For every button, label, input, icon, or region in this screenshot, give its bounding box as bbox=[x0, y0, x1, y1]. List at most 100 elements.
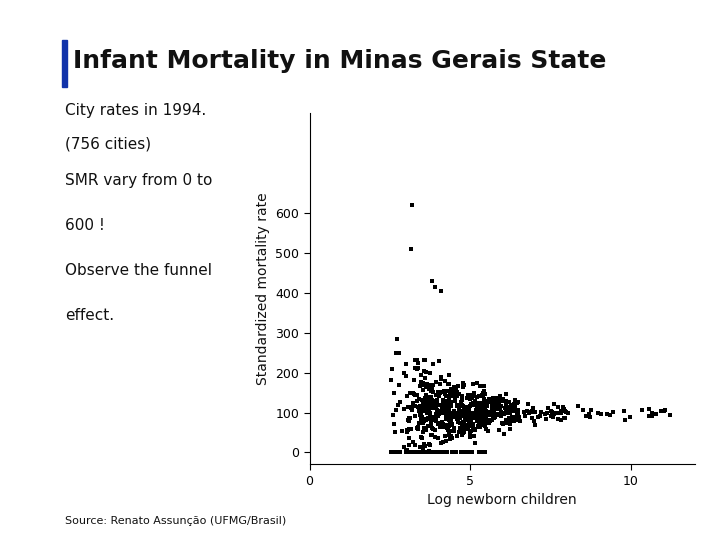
Point bbox=[464, 395, 475, 404]
Point bbox=[449, 383, 461, 392]
Point bbox=[501, 404, 513, 413]
Point bbox=[440, 387, 451, 395]
Point bbox=[560, 408, 572, 417]
Point bbox=[479, 387, 490, 395]
Point bbox=[464, 409, 475, 418]
Point bbox=[625, 413, 636, 422]
Point bbox=[423, 414, 434, 422]
Point bbox=[402, 426, 414, 434]
Point bbox=[647, 411, 658, 420]
Point bbox=[508, 402, 520, 411]
Point bbox=[458, 422, 469, 430]
Point bbox=[388, 419, 400, 428]
Point bbox=[601, 409, 613, 418]
Point bbox=[433, 409, 445, 418]
Point bbox=[462, 409, 473, 417]
Point bbox=[419, 394, 431, 403]
Point bbox=[508, 407, 519, 416]
Point bbox=[486, 410, 498, 418]
Point bbox=[462, 390, 474, 399]
Point bbox=[437, 396, 449, 404]
Point bbox=[387, 410, 399, 419]
Point bbox=[428, 426, 440, 434]
Point bbox=[494, 410, 505, 419]
Point bbox=[420, 404, 431, 413]
Point bbox=[504, 420, 516, 429]
Point bbox=[500, 400, 512, 408]
Point bbox=[464, 417, 476, 426]
Point bbox=[509, 402, 521, 411]
Point bbox=[476, 409, 487, 418]
Point bbox=[552, 409, 564, 417]
Point bbox=[441, 411, 452, 420]
Point bbox=[488, 413, 500, 421]
Point bbox=[491, 411, 503, 420]
Point bbox=[396, 427, 408, 435]
Point bbox=[407, 438, 418, 447]
Point bbox=[385, 448, 397, 457]
Point bbox=[410, 390, 421, 399]
Point bbox=[393, 348, 405, 357]
Point bbox=[415, 434, 427, 443]
Point bbox=[474, 401, 485, 409]
Point bbox=[552, 403, 564, 411]
Point bbox=[422, 422, 433, 431]
Point bbox=[499, 408, 510, 417]
Point bbox=[400, 360, 412, 368]
Point bbox=[403, 417, 415, 426]
Point bbox=[523, 400, 534, 408]
Point bbox=[471, 400, 482, 409]
Point bbox=[462, 415, 473, 424]
Point bbox=[461, 421, 472, 429]
Point bbox=[513, 413, 525, 421]
Point bbox=[416, 395, 428, 404]
Point bbox=[418, 419, 429, 428]
Point bbox=[484, 417, 495, 426]
Point bbox=[482, 398, 494, 407]
Point bbox=[584, 413, 595, 422]
Point bbox=[464, 428, 476, 437]
Point bbox=[477, 389, 489, 397]
Point bbox=[433, 448, 445, 457]
Point bbox=[510, 401, 521, 410]
Point bbox=[431, 402, 442, 411]
Point bbox=[452, 414, 464, 423]
Point bbox=[464, 422, 476, 430]
Point bbox=[467, 401, 478, 410]
Point bbox=[401, 392, 413, 401]
Point bbox=[437, 438, 449, 447]
Point bbox=[436, 388, 447, 397]
Point bbox=[421, 448, 433, 457]
Point bbox=[426, 402, 437, 411]
Point bbox=[436, 401, 447, 409]
Point bbox=[435, 407, 446, 416]
Point bbox=[451, 388, 462, 397]
Point bbox=[405, 448, 416, 457]
Point bbox=[417, 413, 428, 421]
Point bbox=[467, 400, 478, 408]
Point bbox=[452, 417, 464, 426]
Point bbox=[444, 422, 455, 430]
Text: SMR vary from 0 to: SMR vary from 0 to bbox=[65, 173, 212, 188]
Point bbox=[434, 379, 446, 388]
Point bbox=[542, 404, 554, 413]
Point bbox=[431, 399, 443, 407]
Point bbox=[506, 402, 518, 411]
Point bbox=[458, 448, 469, 457]
Point bbox=[424, 441, 436, 450]
Point bbox=[500, 409, 511, 418]
Point bbox=[471, 379, 482, 388]
Point bbox=[439, 396, 451, 405]
Point bbox=[604, 410, 616, 419]
Point bbox=[453, 408, 464, 417]
Point bbox=[405, 402, 417, 411]
Point bbox=[512, 415, 523, 424]
Point bbox=[437, 409, 449, 417]
Point bbox=[419, 424, 431, 433]
Point bbox=[461, 448, 472, 457]
Point bbox=[453, 404, 464, 413]
Point bbox=[513, 397, 524, 406]
Point bbox=[440, 448, 451, 457]
Point bbox=[393, 381, 405, 390]
Point bbox=[433, 392, 445, 400]
